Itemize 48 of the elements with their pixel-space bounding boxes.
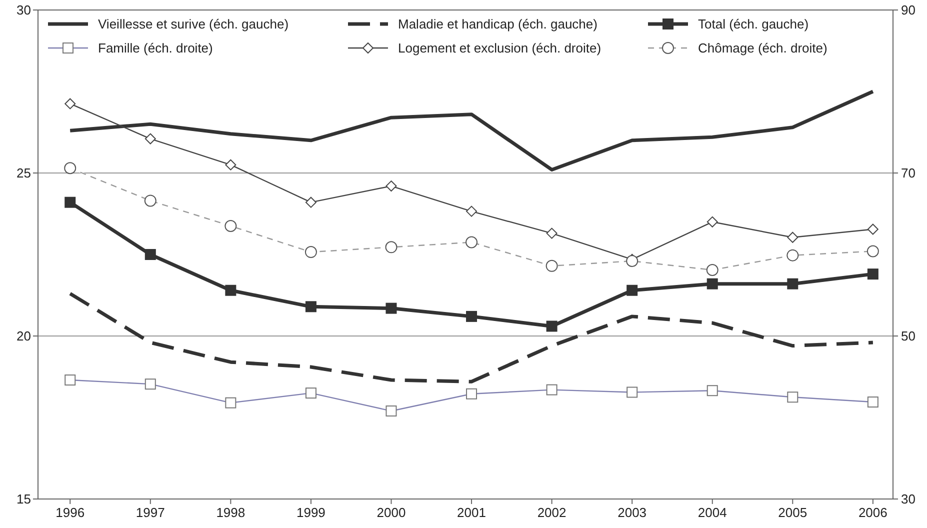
point <box>787 278 798 290</box>
point <box>466 206 478 217</box>
x-tick-label: 2003 <box>618 505 647 520</box>
point <box>64 98 76 110</box>
legend-label: Maladie et handicap (éch. gauche) <box>398 16 598 32</box>
point <box>466 310 478 322</box>
point <box>787 232 798 243</box>
point <box>546 228 558 239</box>
point <box>305 196 316 208</box>
x-tick-label: 2001 <box>457 505 486 520</box>
y2-tick-label: 90 <box>901 2 916 18</box>
y-tick-label: 15 <box>16 492 31 507</box>
point <box>305 301 316 312</box>
point <box>706 278 718 290</box>
point <box>144 249 156 260</box>
point <box>546 320 558 332</box>
y-tick-label: 25 <box>16 166 31 181</box>
line-series <box>68 292 875 384</box>
y2-tick-label: 70 <box>901 166 916 181</box>
x-tick-label: 1999 <box>296 505 326 520</box>
x-tick-label: 2004 <box>698 505 727 520</box>
y-tick-label: 30 <box>16 2 31 18</box>
legend-label: Total (éch. gauche) <box>698 16 809 32</box>
point <box>225 284 236 296</box>
y2-tick-label: 50 <box>901 328 916 344</box>
x-tick-label: 2005 <box>778 505 808 520</box>
x-tick-label: 2000 <box>376 505 406 520</box>
point <box>386 180 397 192</box>
point <box>867 268 878 280</box>
point <box>706 216 718 228</box>
legend-label: Chômage (éch. droite) <box>698 40 828 56</box>
point <box>144 133 156 144</box>
x-tick-label: 2002 <box>537 505 566 520</box>
y2-tick-label: 30 <box>901 492 916 507</box>
legend-label: Logement et exclusion (éch. droite) <box>398 40 602 56</box>
line-series <box>68 90 875 172</box>
point <box>225 159 236 170</box>
legend-label: Famille (éch. droite) <box>98 40 213 56</box>
point <box>64 196 76 208</box>
point <box>867 224 878 235</box>
point <box>386 302 397 314</box>
x-tick-label: 1996 <box>56 505 85 520</box>
legend-label: Vieillesse et surive (éch. gauche) <box>98 16 289 32</box>
x-tick-label: 1997 <box>136 505 165 520</box>
point <box>626 284 638 296</box>
x-tick-label: 2006 <box>858 505 888 520</box>
x-tick-label: 1998 <box>216 505 246 520</box>
y-tick-label: 20 <box>16 328 31 344</box>
